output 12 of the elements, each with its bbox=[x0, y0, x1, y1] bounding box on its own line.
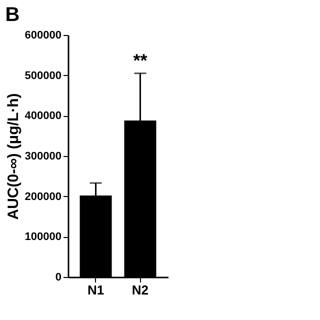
y-tick-label: 600000 bbox=[24, 30, 62, 42]
chart-title: B bbox=[5, 4, 20, 26]
x-tick-label: N1 bbox=[87, 282, 104, 298]
annotation: ** bbox=[133, 50, 148, 70]
y-tick-label: 400000 bbox=[24, 110, 62, 122]
y-tick-label: 200000 bbox=[24, 190, 62, 203]
y-tick-label: 100000 bbox=[24, 231, 62, 244]
x-tick-label: N2 bbox=[132, 282, 149, 298]
y-tick-label: 500000 bbox=[24, 70, 62, 82]
y-axis-title: AUC(0-∞) (μg/L·h) bbox=[4, 93, 22, 220]
y-tick-label: 0 bbox=[55, 272, 62, 284]
y-tick-label: 300000 bbox=[24, 150, 62, 162]
